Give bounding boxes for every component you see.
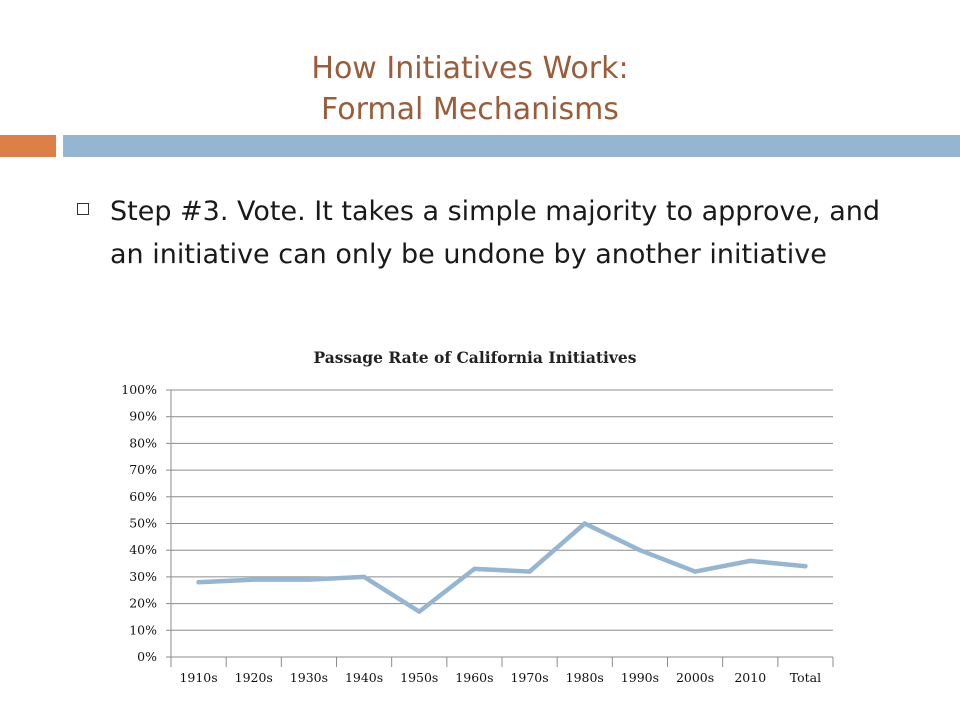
chart-gridlines: [166, 389, 834, 667]
slide-title: How Initiatives Work: Formal Mechanisms: [0, 48, 940, 130]
data-point: [196, 580, 201, 585]
data-point: [748, 558, 753, 564]
passage-rate-chart: 0%10%20%30%40%50%60%70%80%90%100% 1910s 1…: [121, 382, 834, 685]
data-point: [582, 521, 587, 526]
y-tick-label: 0%: [137, 649, 157, 664]
data-point: [472, 566, 477, 572]
data-point: [803, 564, 808, 569]
accent-bar-orange: [0, 135, 56, 157]
x-tick-label: 1990s: [621, 670, 659, 685]
y-tick-label: 30%: [129, 569, 157, 584]
accent-bar-blue: [63, 135, 960, 157]
y-tick-label: 80%: [129, 435, 157, 450]
x-tick-label: 1940s: [345, 670, 383, 685]
data-point: [527, 569, 532, 574]
x-tick-label: Total: [790, 670, 821, 685]
y-axis-ticks: 0% 10% 20% 30% 40% 50% 60% 70% 80% 90% 100%: [121, 382, 157, 664]
data-point: [417, 609, 422, 614]
x-tick-label: 2010: [734, 670, 766, 685]
x-tick-label: 1920s: [235, 670, 273, 685]
y-tick-label: 10%: [129, 622, 157, 637]
y-tick-label: 40%: [129, 542, 157, 557]
chart-series: [196, 521, 808, 614]
data-point: [361, 574, 367, 580]
x-tick-label: 1970s: [510, 670, 548, 685]
x-axis-ticks: 1910s 1920s 1930s 1940s 1950s 1960s 1970s 1980s…: [179, 670, 821, 685]
data-point: [306, 577, 312, 582]
data-point: [251, 577, 256, 582]
chart-title: Passage Rate of California Initiatives: [313, 348, 637, 367]
series-line: [196, 521, 808, 614]
x-tick-label: 2000s: [676, 670, 714, 685]
square-bullet-icon: [77, 203, 89, 215]
y-tick-label: 20%: [129, 596, 157, 611]
bullet-text: Step #3. Vote. It takes a simple majorit…: [110, 196, 881, 270]
x-tick-label: 1910s: [179, 670, 217, 685]
slide-title-line-2: Formal Mechanisms: [321, 92, 619, 127]
y-tick-label: 50%: [129, 516, 157, 531]
y-tick-label: 100%: [121, 382, 157, 397]
x-tick-label: 1980s: [566, 670, 604, 685]
y-tick-label: 70%: [129, 462, 157, 477]
slide-title-line-1: How Initiatives Work:: [311, 51, 629, 86]
x-tick-label: 1960s: [455, 670, 493, 685]
y-tick-label: 60%: [129, 489, 157, 504]
x-tick-label: 1950s: [400, 670, 438, 685]
y-tick-label: 90%: [129, 409, 157, 424]
x-tick-label: 1930s: [290, 670, 328, 685]
data-point: [692, 569, 698, 574]
data-point: [637, 548, 643, 553]
